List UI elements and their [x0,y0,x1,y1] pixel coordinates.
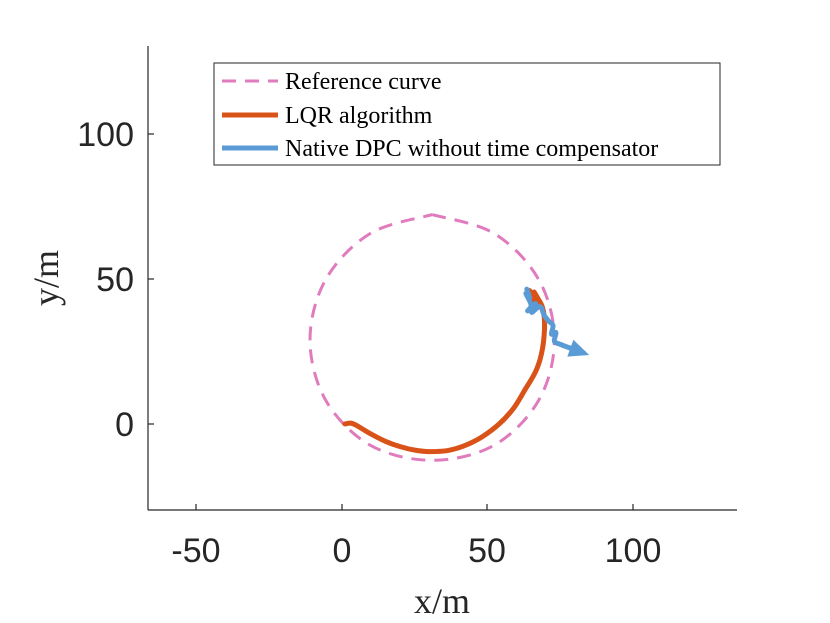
x-tick-label: -50 [171,532,220,570]
legend-label-reference-curve: Reference curve [285,69,442,95]
legend: Reference curve LQR algorithm Native DPC… [213,62,721,166]
y-tick-label: 0 [115,406,134,444]
x-tick-label: 50 [468,532,506,570]
y-tick-label: 100 [77,116,134,154]
x-tick-label: 0 [333,532,352,570]
x-tick-label: 100 [605,532,662,570]
native-dpc-line [523,286,586,356]
legend-label-lqr-algorithm: LQR algorithm [285,103,433,129]
y-ticks: 0 50 100 [77,116,154,444]
series-layer [308,213,590,462]
x-ticks: -50 0 50 100 [171,504,661,570]
y-tick-label: 50 [96,261,134,299]
lqr-algorithm-line [342,288,548,455]
legend-box [213,62,721,166]
x-axis-label: x/m [414,581,470,621]
native-dpc-arrowhead [567,339,590,357]
legend-label-native-dpc: Native DPC without time compensator [285,136,658,162]
y-axis-label: y/m [26,250,66,306]
